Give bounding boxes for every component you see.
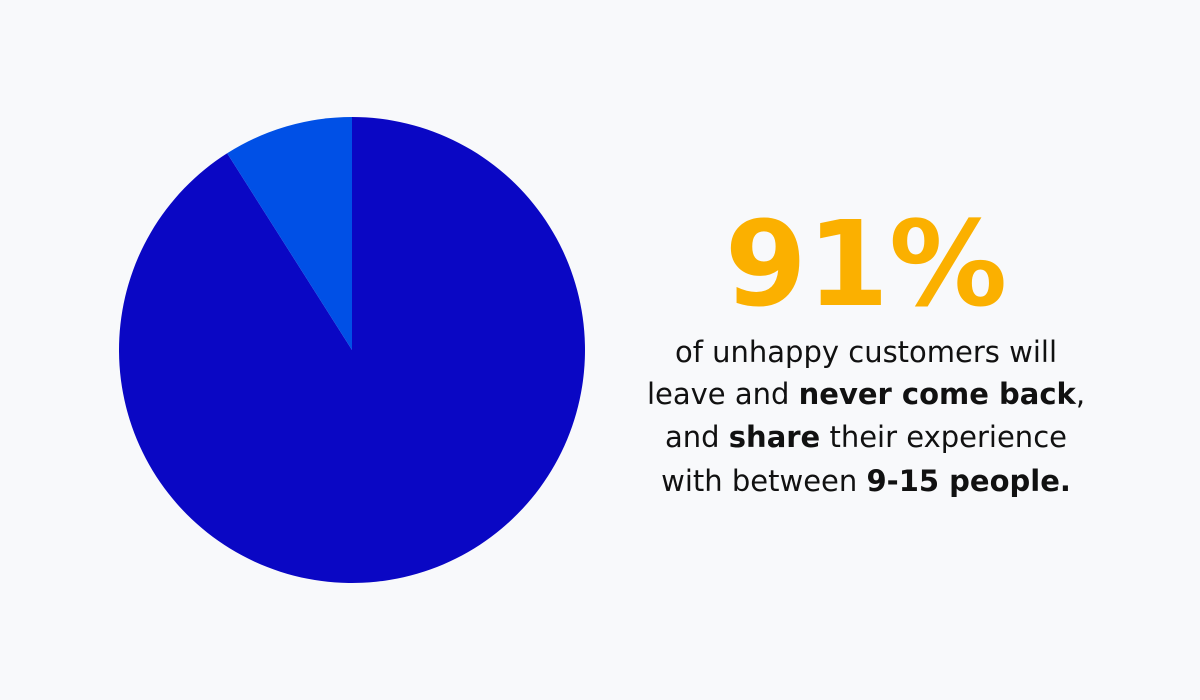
emphasis-text: never come back [799, 377, 1077, 411]
body-text: of unhappy customers will leave and never… [647, 335, 1085, 498]
body-run: their experience [820, 420, 1067, 454]
pie-slice [227, 117, 352, 350]
body-run: leave and [647, 377, 799, 411]
body-line: leave and never come back, [647, 377, 1085, 411]
body-line: of unhappy customers will [675, 335, 1057, 369]
body-run: with between [661, 464, 866, 498]
body-run: , [1076, 377, 1085, 411]
body-run: of unhappy customers will [675, 335, 1057, 369]
body-line: with between 9-15 people. [661, 464, 1071, 498]
headline: 91% [725, 195, 1007, 333]
emphasis-text: share [729, 420, 820, 454]
body-line: and share their experience [665, 420, 1067, 454]
pie-chart [118, 117, 585, 583]
emphasis-text: 9-15 people. [866, 464, 1070, 498]
body-run: and [665, 420, 729, 454]
